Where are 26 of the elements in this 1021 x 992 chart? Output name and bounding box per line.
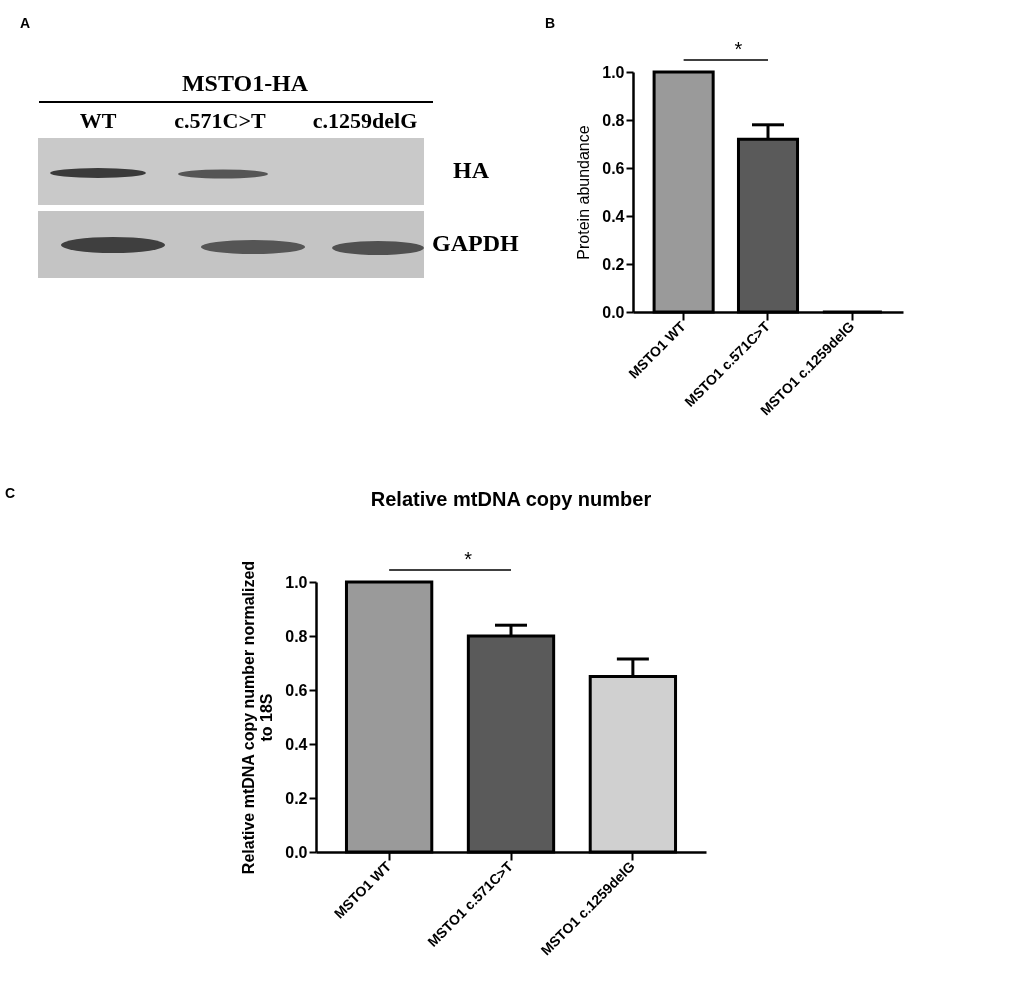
text: * xyxy=(734,38,743,60)
text: C xyxy=(5,485,16,501)
y-tick-label: 1.0 xyxy=(285,573,308,591)
text: WT xyxy=(79,108,117,134)
y-tick-label: 0.4 xyxy=(285,735,308,753)
text: GAPDH xyxy=(432,230,519,257)
chart-title: Relative mtDNA copy number xyxy=(370,488,652,510)
y-tick-label: 0.0 xyxy=(285,843,308,861)
y-tick-label: 1.0 xyxy=(602,63,625,81)
y-tick-label: 0.0 xyxy=(602,303,625,321)
text: MSTO1-HA xyxy=(181,70,309,97)
y-tick-label: 0.2 xyxy=(602,255,625,273)
text: A xyxy=(20,15,31,31)
text: B xyxy=(545,15,556,31)
y-tick-label: 0.2 xyxy=(285,789,308,807)
y-tick-label: 0.8 xyxy=(285,627,308,645)
text: c.571C>T xyxy=(174,108,266,134)
y-axis-title: Protein abundance xyxy=(575,125,593,260)
y-tick-label: 0.8 xyxy=(602,111,625,129)
y-tick-label: 0.6 xyxy=(285,681,308,699)
text: HA xyxy=(453,157,489,184)
y-tick-label: 0.4 xyxy=(602,207,625,225)
y-axis-title: Relative mtDNA copy number normalized to 18S xyxy=(240,560,276,875)
text: c.1259delG xyxy=(312,108,418,134)
text: * xyxy=(464,548,473,570)
y-tick-label: 0.6 xyxy=(602,159,625,177)
